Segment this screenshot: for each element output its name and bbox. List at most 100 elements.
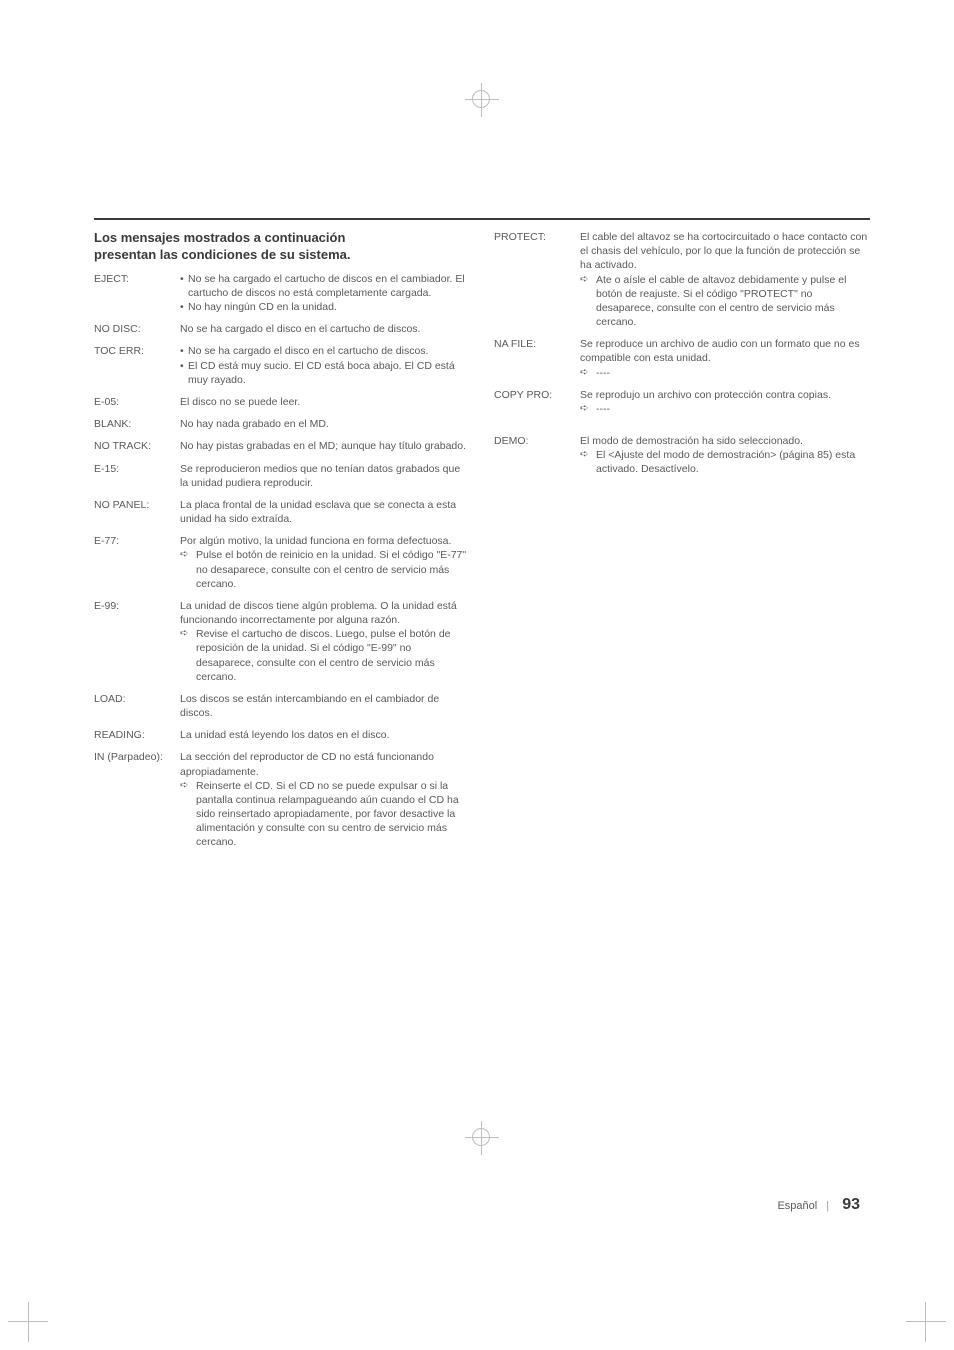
message-description: No hay pistas grabadas en el MD; aunque …	[180, 439, 470, 453]
message-entry: READING:La unidad está leyendo los datos…	[94, 728, 470, 742]
footer-separator: |	[826, 1200, 829, 1212]
message-code: E-05:	[94, 395, 180, 409]
message-entry: E-05:El disco no se puede leer.	[94, 395, 470, 409]
message-code: IN (Parpadeo):	[94, 750, 180, 849]
message-entry: IN (Parpadeo):La sección del reproductor…	[94, 750, 470, 849]
section-title-line1: Los mensajes mostrados a continuación	[94, 230, 345, 245]
message-code: READING:	[94, 728, 180, 742]
message-description: No se ha cargado el disco en el cartucho…	[180, 322, 470, 336]
message-description: El modo de demostración ha sido seleccio…	[580, 434, 870, 477]
page-content: Los mensajes mostrados a continuación pr…	[94, 218, 870, 858]
message-description: El cable del altavoz se ha cortocircuita…	[580, 230, 870, 329]
message-code: E-99:	[94, 599, 180, 684]
bullet-item: No se ha cargado el disco en el cartucho…	[180, 344, 470, 358]
message-text: No hay nada grabado en el MD.	[180, 417, 470, 431]
message-description: Se reprodujo un archivo con protección c…	[580, 388, 870, 416]
action-item: Revise el cartucho de discos. Luego, pul…	[180, 627, 470, 684]
message-entry: EJECT:No se ha cargado el cartucho de di…	[94, 272, 470, 315]
message-entry: TOC ERR:No se ha cargado el disco en el …	[94, 344, 470, 387]
message-code: NO DISC:	[94, 322, 180, 336]
action-item: Reinserte el CD. Si el CD no se puede ex…	[180, 779, 470, 850]
message-entry: NA FILE:Se reproduce un archivo de audio…	[494, 337, 870, 380]
section-title: Los mensajes mostrados a continuación pr…	[94, 230, 470, 264]
bullet-item: No hay ningún CD en la unidad.	[180, 300, 470, 314]
message-entry: NO PANEL:La placa frontal de la unidad e…	[94, 498, 470, 526]
message-text: Se reproducieron medios que no tenían da…	[180, 462, 470, 490]
message-text: La unidad está leyendo los datos en el d…	[180, 728, 470, 742]
message-entry: E-99:La unidad de discos tiene algún pro…	[94, 599, 470, 684]
message-code: BLANK:	[94, 417, 180, 431]
footer-page-number: 93	[842, 1196, 860, 1213]
action-list: Ate o aísle el cable de altavoz debidame…	[580, 273, 870, 330]
message-description: Se reproduce un archivo de audio con un …	[580, 337, 870, 380]
message-text: El cable del altavoz se ha cortocircuita…	[580, 230, 870, 273]
message-description: No se ha cargado el cartucho de discos e…	[180, 272, 470, 315]
message-code: LOAD:	[94, 692, 180, 720]
message-text: Se reproduce un archivo de audio con un …	[580, 337, 870, 365]
registration-mark-icon	[472, 1128, 490, 1146]
crop-mark-icon	[886, 1282, 946, 1342]
right-column: PROTECT:El cable del altavoz se ha corto…	[494, 230, 870, 858]
action-item: Pulse el botón de reinicio en la unidad.…	[180, 548, 470, 591]
message-code: EJECT:	[94, 272, 180, 315]
bullet-list: No se ha cargado el disco en el cartucho…	[180, 344, 470, 387]
message-entry: COPY PRO:Se reprodujo un archivo con pro…	[494, 388, 870, 416]
message-text: El modo de demostración ha sido seleccio…	[580, 434, 870, 448]
message-description: La sección del reproductor de CD no está…	[180, 750, 470, 849]
message-text: No hay pistas grabadas en el MD; aunque …	[180, 439, 470, 453]
registration-mark-icon	[472, 90, 490, 108]
message-entry: DEMO:El modo de demostración ha sido sel…	[494, 434, 870, 477]
left-column: Los mensajes mostrados a continuación pr…	[94, 230, 470, 858]
top-rule	[94, 218, 870, 220]
message-code: NO PANEL:	[94, 498, 180, 526]
page-footer: Español | 93	[777, 1196, 860, 1214]
action-list: Revise el cartucho de discos. Luego, pul…	[180, 627, 470, 684]
action-item: El <Ajuste del modo de demostración> (pá…	[580, 448, 870, 476]
message-code: PROTECT:	[494, 230, 580, 329]
bullet-item: El CD está muy sucio. El CD está boca ab…	[180, 359, 470, 387]
section-title-line2: presentan las condiciones de su sistema.	[94, 247, 350, 262]
action-list: ----	[580, 366, 870, 380]
message-code: DEMO:	[494, 434, 580, 477]
action-item: Ate o aísle el cable de altavoz debidame…	[580, 273, 870, 330]
message-entry: BLANK:No hay nada grabado en el MD.	[94, 417, 470, 431]
message-entry: E-15:Se reproducieron medios que no tení…	[94, 462, 470, 490]
message-description: La unidad de discos tiene algún problema…	[180, 599, 470, 684]
crop-mark-icon	[8, 1282, 68, 1342]
message-text: El disco no se puede leer.	[180, 395, 470, 409]
message-description: Los discos se están intercambiando en el…	[180, 692, 470, 720]
message-description: El disco no se puede leer.	[180, 395, 470, 409]
message-text: Los discos se están intercambiando en el…	[180, 692, 470, 720]
message-text: Se reprodujo un archivo con protección c…	[580, 388, 870, 402]
message-text: No se ha cargado el disco en el cartucho…	[180, 322, 470, 336]
message-entry: E-77:Por algún motivo, la unidad funcion…	[94, 534, 470, 591]
bullet-item: No se ha cargado el cartucho de discos e…	[180, 272, 470, 300]
message-code: TOC ERR:	[94, 344, 180, 387]
footer-language: Español	[777, 1200, 817, 1212]
action-item: ----	[580, 402, 870, 416]
message-code: E-77:	[94, 534, 180, 591]
message-code: NA FILE:	[494, 337, 580, 380]
message-text: La placa frontal de la unidad esclava qu…	[180, 498, 470, 526]
message-code: COPY PRO:	[494, 388, 580, 416]
action-item: ----	[580, 366, 870, 380]
message-description: Se reproducieron medios que no tenían da…	[180, 462, 470, 490]
message-description: Por algún motivo, la unidad funciona en …	[180, 534, 470, 591]
action-list: Pulse el botón de reinicio en la unidad.…	[180, 548, 470, 591]
message-description: La unidad está leyendo los datos en el d…	[180, 728, 470, 742]
message-description: No se ha cargado el disco en el cartucho…	[180, 344, 470, 387]
action-list: Reinserte el CD. Si el CD no se puede ex…	[180, 779, 470, 850]
message-description: No hay nada grabado en el MD.	[180, 417, 470, 431]
message-description: La placa frontal de la unidad esclava qu…	[180, 498, 470, 526]
message-text: La unidad de discos tiene algún problema…	[180, 599, 470, 627]
message-text: La sección del reproductor de CD no está…	[180, 750, 470, 778]
message-code: E-15:	[94, 462, 180, 490]
message-entry: LOAD:Los discos se están intercambiando …	[94, 692, 470, 720]
bullet-list: No se ha cargado el cartucho de discos e…	[180, 272, 470, 315]
action-list: El <Ajuste del modo de demostración> (pá…	[580, 448, 870, 476]
message-code: NO TRACK:	[94, 439, 180, 453]
action-list: ----	[580, 402, 870, 416]
message-entry: NO TRACK:No hay pistas grabadas en el MD…	[94, 439, 470, 453]
message-entry: PROTECT:El cable del altavoz se ha corto…	[494, 230, 870, 329]
message-text: Por algún motivo, la unidad funciona en …	[180, 534, 470, 548]
